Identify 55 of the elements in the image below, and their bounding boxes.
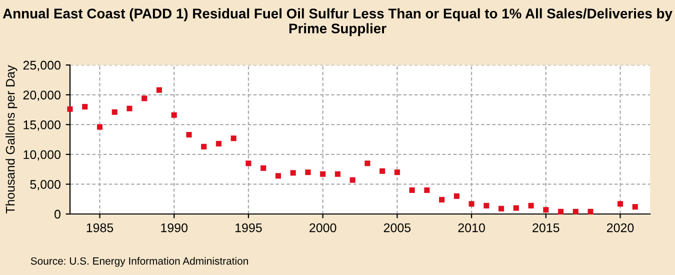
x-tick-label: 2000 [310, 223, 336, 232]
point [171, 112, 177, 118]
chart-title: Annual East Coast (PADD 1) Residual Fuel Oil Sulfur Less Than or Equal to 1% All Sales/Deliveries by Prime Supplier [2, 8, 672, 36]
y-tick-label: 25,000 [23, 60, 60, 72]
point [201, 144, 207, 150]
point [142, 96, 148, 102]
x-tick-label: 2010 [458, 223, 485, 232]
y-tick-label: 0 [54, 210, 60, 219]
point [632, 204, 638, 210]
point [67, 106, 73, 112]
point [186, 132, 192, 138]
point [588, 208, 594, 214]
point [380, 168, 386, 174]
point [454, 193, 460, 199]
point [112, 109, 118, 115]
x-tick-label: 2015 [532, 223, 560, 232]
point [290, 170, 296, 176]
point [275, 173, 281, 179]
point [334, 171, 340, 177]
point [424, 187, 430, 193]
point [572, 208, 578, 214]
point [543, 207, 549, 213]
point [246, 160, 252, 166]
point [468, 201, 474, 207]
y-tick-label: 10,000 [24, 150, 60, 161]
source-note: Source: U.S. Energy Information Administration [30, 257, 248, 267]
x-tick-label: 1985 [86, 223, 114, 232]
point [126, 106, 132, 112]
point [484, 202, 490, 208]
point [230, 136, 236, 142]
point [350, 177, 356, 183]
point [156, 87, 162, 93]
x-tick-label: 2020 [606, 223, 634, 232]
point [96, 124, 103, 130]
y-tick-label: 20,000 [23, 90, 60, 101]
point [498, 206, 504, 212]
point [364, 160, 370, 166]
y-tick-label: 15,000 [24, 120, 60, 131]
point [513, 205, 519, 211]
point [216, 140, 222, 146]
x-tick-label: 1990 [161, 223, 188, 232]
point [528, 202, 534, 208]
point [409, 187, 415, 193]
point [320, 171, 326, 177]
point [260, 165, 266, 171]
point [617, 201, 624, 207]
point [394, 170, 400, 176]
point [305, 170, 311, 176]
point [439, 196, 445, 202]
point [82, 104, 88, 110]
point [558, 208, 564, 214]
x-tick-label: 1995 [236, 223, 262, 232]
y-axis-title: Thousand Gallons per Day [6, 65, 18, 214]
y-tick-label: 5,000 [30, 180, 60, 190]
x-tick-label: 2005 [384, 223, 411, 232]
